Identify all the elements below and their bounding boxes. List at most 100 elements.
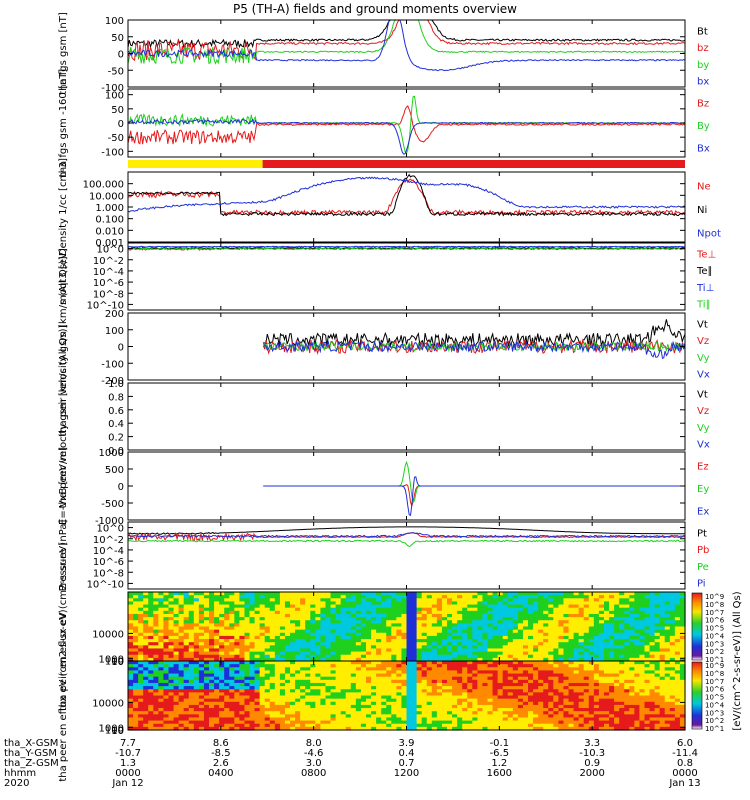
heatmap-cell <box>477 598 484 603</box>
heatmap-cell <box>507 726 514 731</box>
heatmap-cell <box>624 657 630 662</box>
heatmap-cell <box>497 613 504 618</box>
heatmap-cell <box>649 726 656 731</box>
heatmap-cell <box>188 670 195 675</box>
heatmap-cell <box>558 711 565 715</box>
heatmap-cell <box>543 632 549 637</box>
heatmap-cell <box>300 639 306 643</box>
heatmap-cell <box>133 704 139 709</box>
heatmap-cell <box>128 711 134 715</box>
heatmap-cell <box>654 601 661 606</box>
heatmap-cell <box>679 657 686 662</box>
heatmap-cell <box>538 711 544 715</box>
heatmap-cell <box>416 717 423 722</box>
heatmap-cell <box>441 645 448 650</box>
heatmap-cell <box>138 667 144 672</box>
heatmap-cell <box>290 613 296 618</box>
heatmap-cell <box>360 698 367 703</box>
heatmap-cell <box>634 714 641 719</box>
heatmap-cell <box>568 682 575 687</box>
heatmap-cell <box>350 610 357 615</box>
heatmap-cell <box>436 667 443 672</box>
heatmap-cell <box>548 613 554 618</box>
heatmap-cell <box>639 664 646 668</box>
heatmap-cell <box>593 635 600 640</box>
heatmap-cell <box>452 704 458 709</box>
heatmap-cell <box>244 717 251 722</box>
heatmap-cell <box>634 651 641 656</box>
heatmap-cell <box>188 657 195 662</box>
y-tick-label: 1.0 <box>108 379 124 390</box>
heatmap-cell <box>239 682 246 687</box>
heatmap-cell <box>472 711 478 715</box>
heatmap-cell <box>624 698 630 703</box>
heatmap-cell <box>381 651 387 656</box>
heatmap-cell <box>411 673 418 678</box>
heatmap-cell <box>553 698 560 703</box>
heatmap-cell <box>624 645 630 650</box>
heatmap-cell <box>396 701 403 706</box>
heatmap-cell <box>335 689 342 693</box>
heatmap-cell <box>214 714 220 719</box>
heatmap-cell <box>143 676 149 681</box>
heatmap-cell <box>300 651 306 656</box>
heatmap-cell <box>173 610 180 615</box>
heatmap-cell <box>406 623 413 628</box>
heatmap-cell <box>386 629 392 634</box>
heatmap-cell <box>629 598 635 603</box>
heatmap-cell <box>436 704 443 709</box>
heatmap-cell <box>482 635 489 640</box>
heatmap-cell <box>593 604 600 609</box>
heatmap-cell <box>568 626 575 631</box>
heatmap-cell <box>234 714 240 719</box>
heatmap-cell <box>300 613 306 618</box>
heatmap-cell <box>229 670 235 675</box>
heatmap-cell <box>158 673 165 678</box>
heatmap-cell <box>330 598 337 603</box>
heatmap-cell <box>234 657 240 662</box>
heatmap-cell <box>634 645 641 650</box>
heatmap-cell <box>284 720 291 725</box>
heatmap-cell <box>234 686 240 690</box>
heatmap-cell <box>224 598 230 603</box>
heatmap-cell <box>391 673 397 678</box>
y-tick-label: 10^0 <box>97 524 124 535</box>
heatmap-cell <box>219 592 225 596</box>
heatmap-cell <box>598 673 605 678</box>
heatmap-cell <box>320 686 327 690</box>
heatmap-cell <box>502 682 509 687</box>
heatmap-cell <box>543 613 549 618</box>
heatmap-cell <box>259 595 266 599</box>
heatmap-cell <box>452 592 458 596</box>
heatmap-cell <box>603 673 610 678</box>
heatmap-cell <box>310 648 316 653</box>
heatmap-cell <box>502 661 509 665</box>
heatmap-cell <box>376 654 382 659</box>
heatmap-cell <box>209 645 215 650</box>
heatmap-cell <box>193 607 200 612</box>
heatmap-cell <box>274 726 281 731</box>
heatmap-cell <box>183 613 190 618</box>
heatmap-cell <box>386 654 392 659</box>
heatmap-cell <box>603 692 610 697</box>
heatmap-cell <box>203 676 210 681</box>
heatmap-cell <box>624 664 630 668</box>
heatmap-cell <box>558 595 565 599</box>
heatmap-cell <box>360 673 367 678</box>
heatmap-cell <box>274 645 281 650</box>
heatmap-cell <box>391 648 397 653</box>
heatmap-cell <box>573 723 580 728</box>
heatmap-cell <box>143 720 149 725</box>
heatmap-cell <box>568 720 575 725</box>
heatmap-cell <box>269 661 276 665</box>
heatmap-cell <box>345 654 352 659</box>
heatmap-cell <box>502 695 509 700</box>
heatmap-cell <box>624 617 630 621</box>
heatmap-cell <box>477 708 484 712</box>
heatmap-cell <box>654 629 661 634</box>
heatmap-cell <box>548 648 554 653</box>
heatmap-cell <box>578 607 585 612</box>
heatmap-cell <box>522 648 529 653</box>
heatmap-cell <box>497 642 504 646</box>
heatmap-cell <box>644 639 651 643</box>
